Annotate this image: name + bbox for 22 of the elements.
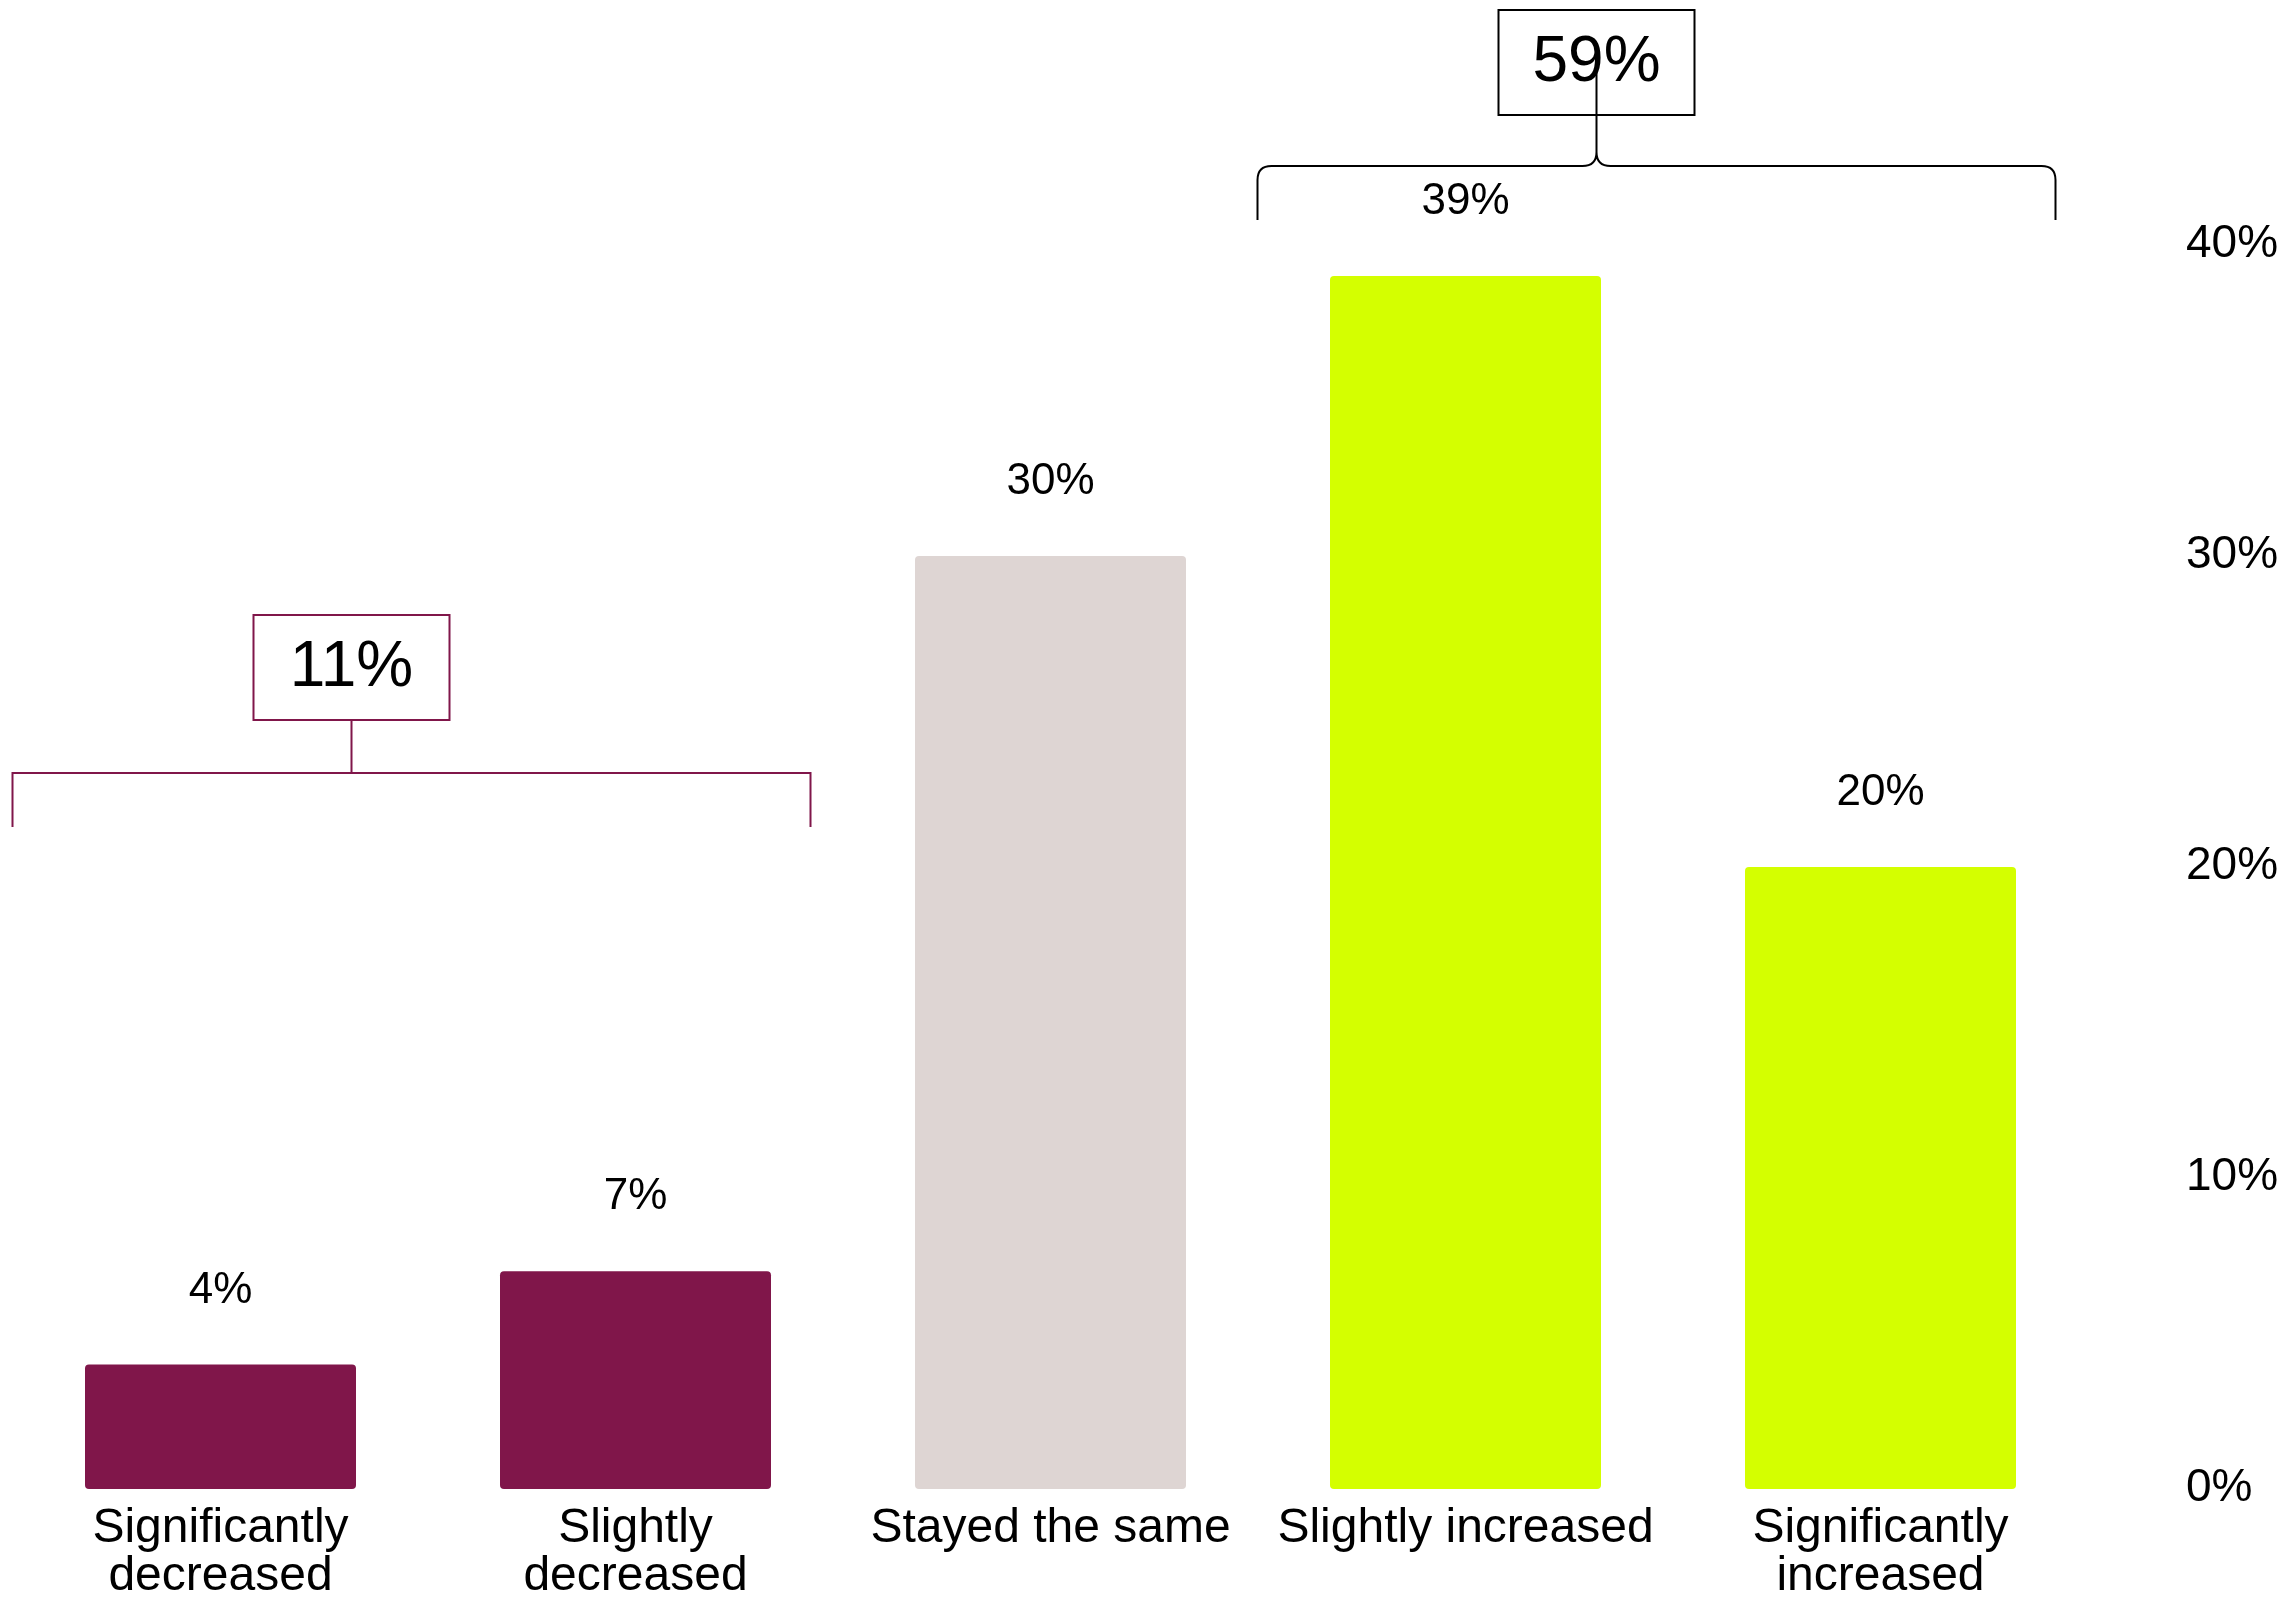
x-tick-label: Significantly increased bbox=[1752, 1499, 2009, 1600]
bar bbox=[85, 1364, 356, 1489]
data-label: 7% bbox=[603, 1169, 668, 1219]
x-tick-label: Slightly increased bbox=[1277, 1499, 1654, 1552]
y-tick-label: 40% bbox=[2186, 215, 2279, 268]
annotation: 11% bbox=[289, 627, 414, 700]
data-label: 30% bbox=[1006, 454, 1095, 503]
data-label: 39% bbox=[1421, 174, 1510, 224]
bar bbox=[1330, 276, 1601, 1489]
bar bbox=[500, 1271, 771, 1489]
text: 59% bbox=[1532, 22, 1661, 95]
y-tick-label: 10% bbox=[2186, 1148, 2279, 1201]
y-tick-label: 30% bbox=[2186, 526, 2279, 579]
data-label: 20% bbox=[1836, 765, 1925, 814]
x-tick-label: Stayed the same bbox=[870, 1499, 1231, 1552]
y-tick-label: 20% bbox=[2186, 837, 2279, 890]
bar bbox=[915, 556, 1186, 1489]
x-tick-label: Significantly decreased bbox=[92, 1499, 349, 1600]
data-label: 4% bbox=[188, 1262, 253, 1312]
bar bbox=[1745, 867, 2016, 1489]
y-tick-label: 0% bbox=[2186, 1459, 2253, 1512]
x-tick-label: Slightly decreased bbox=[523, 1499, 748, 1600]
